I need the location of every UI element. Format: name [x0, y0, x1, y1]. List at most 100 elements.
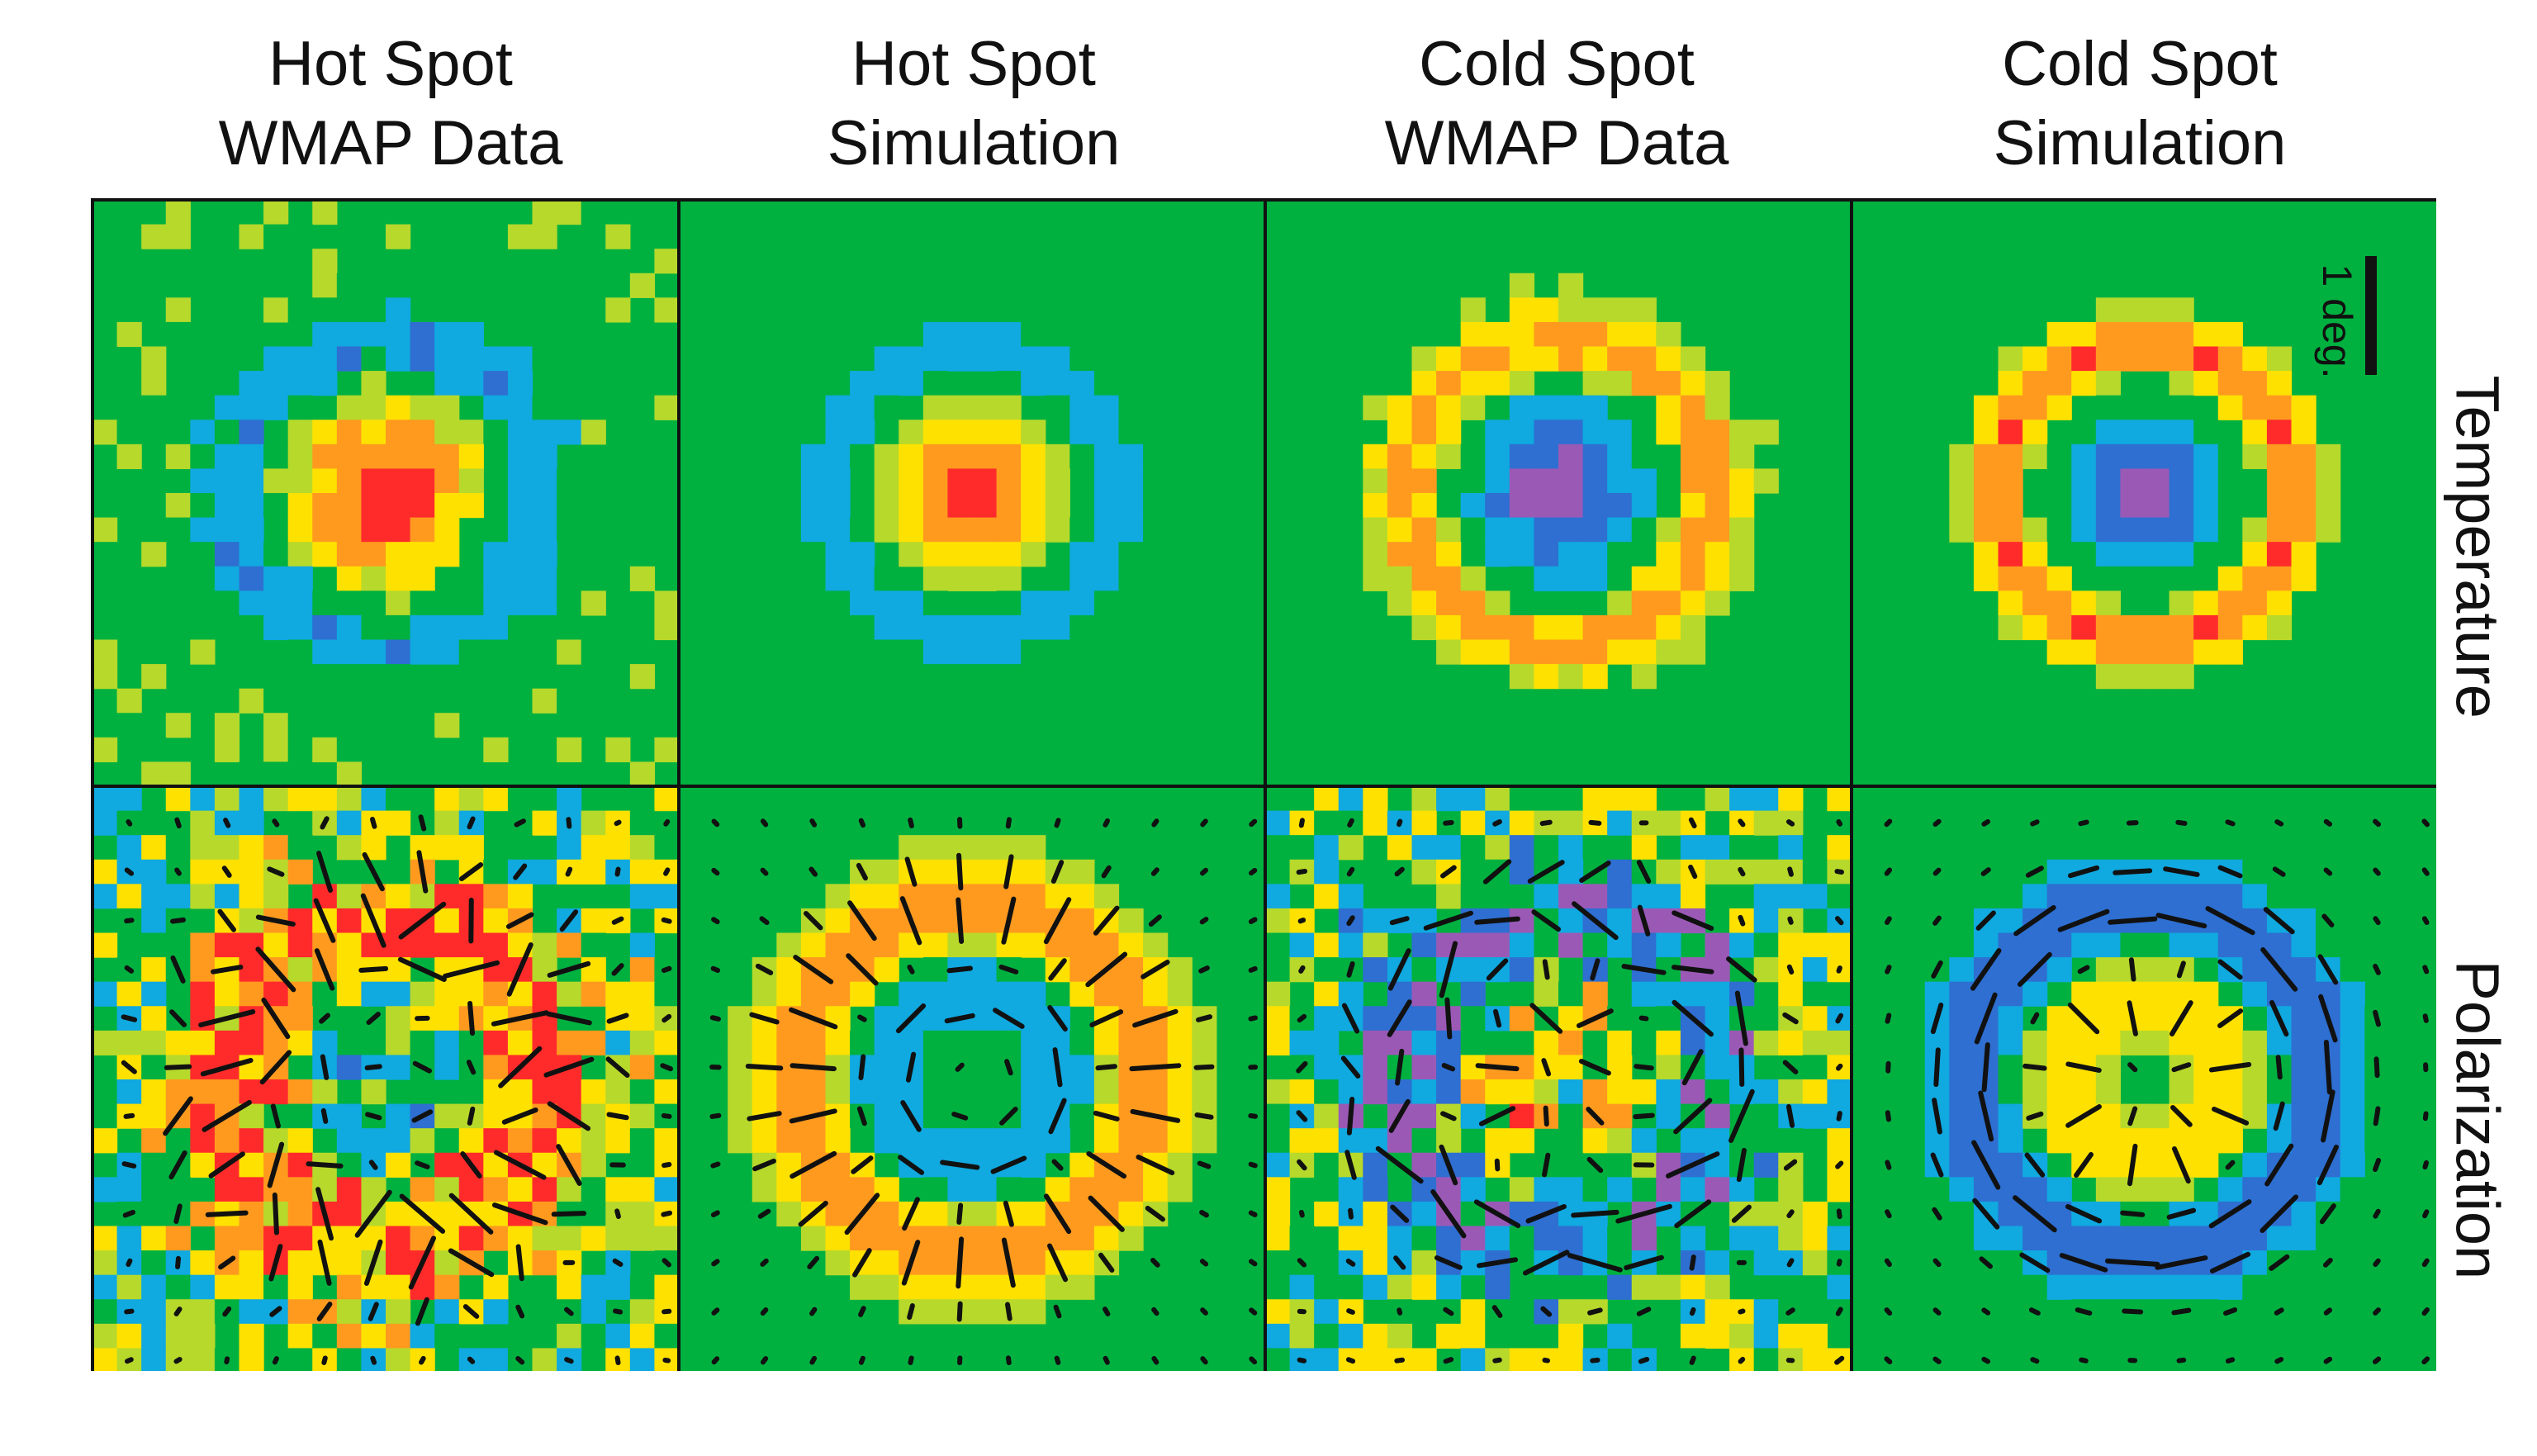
map-pixel [2193, 420, 2219, 445]
polarization-vector [807, 1255, 820, 1269]
map-pixel [410, 249, 435, 274]
map-pixel [2095, 957, 2122, 983]
map-pixel [728, 1006, 753, 1032]
map-pixel [165, 1177, 191, 1202]
polarization-vector [362, 851, 385, 892]
map-pixel [507, 566, 533, 591]
map-pixel [2145, 835, 2170, 861]
polarization-vector [2113, 868, 2153, 875]
map-pixel [1582, 395, 1608, 420]
map-pixel [922, 1152, 949, 1178]
map-pixel [458, 835, 484, 861]
map-pixel [1118, 443, 1144, 470]
map-pixel [996, 614, 1022, 641]
map-pixel [2095, 297, 2122, 323]
map-pixel [996, 297, 1022, 323]
map-pixel [336, 566, 363, 591]
map-pixel [165, 297, 191, 323]
polarization-vector [2318, 994, 2338, 1043]
map-pixel [1680, 542, 1706, 567]
map-pixel [1265, 1348, 1291, 1371]
map-pixel [336, 614, 363, 641]
map-pixel [2022, 346, 2048, 372]
map-pixel [1093, 1177, 1120, 1202]
map-pixel [557, 1079, 582, 1105]
map-pixel [2193, 639, 2219, 665]
map-pixel [263, 566, 289, 591]
map-pixel [92, 1323, 118, 1349]
map-pixel [800, 1226, 827, 1251]
map-pixel [825, 443, 851, 470]
map-pixel [434, 835, 460, 861]
map-pixel [2169, 468, 2194, 494]
map-pixel [654, 835, 680, 861]
map-pixel [1411, 932, 1437, 958]
map-pixel [2217, 493, 2243, 519]
map-pixel [825, 371, 851, 396]
polarization-vector [1726, 956, 1757, 983]
map-pixel [386, 224, 411, 249]
polarization-vector [1736, 1147, 1747, 1183]
map-pixel [336, 1250, 363, 1276]
map-pixel [190, 493, 216, 519]
map-pixel [1411, 371, 1437, 396]
polarization-vector [1389, 916, 1410, 926]
map-pixel [1998, 1128, 2023, 1154]
polarization-vector [126, 819, 133, 827]
map-pixel [1411, 786, 1437, 812]
map-pixel [386, 590, 411, 616]
map-pixel [263, 713, 289, 738]
map-pixel [287, 1103, 313, 1129]
map-pixel [776, 1103, 802, 1129]
map-pixel [434, 1103, 460, 1129]
polarization-vector [2212, 1107, 2250, 1126]
polarization-vector [2275, 1055, 2283, 1080]
polarization-vector [2217, 865, 2243, 879]
map-pixel [1582, 884, 1608, 909]
map-pixel [2046, 1250, 2072, 1276]
map-pixel [336, 1128, 363, 1154]
row-label-temperature: Temperature [2443, 375, 2512, 719]
map-pixel [214, 1274, 240, 1300]
map-pixel [1949, 517, 1975, 543]
map-pixel [1143, 1030, 1169, 1056]
map-pixel [1753, 932, 1779, 958]
map-pixel [263, 371, 289, 396]
polarization-vector [320, 1107, 329, 1124]
polarization-vector [1624, 1254, 1664, 1271]
map-pixel [800, 542, 827, 567]
map-pixel [581, 566, 606, 591]
map-pixel [336, 810, 363, 836]
polarization-vector [908, 817, 914, 828]
map-pixel [1558, 1103, 1584, 1129]
polarization-vector [1347, 818, 1354, 828]
map-pixel [434, 981, 460, 1007]
polarization-vector [1884, 1258, 1892, 1268]
map-pixel [629, 493, 656, 519]
map-pixel [1753, 1250, 1779, 1276]
map-pixel [1045, 443, 1070, 470]
map-pixel [239, 908, 264, 934]
map-pixel [1973, 468, 1999, 494]
map-pixel [287, 1274, 313, 1300]
map-pixel [1265, 859, 1291, 885]
polarization-vector [1200, 867, 1209, 876]
map-pixel [825, 542, 851, 567]
map-pixel [1460, 1030, 1486, 1056]
map-pixel [336, 493, 363, 519]
map-pixel [1069, 346, 1095, 372]
map-pixel [1143, 517, 1169, 543]
polarization-vector [547, 960, 591, 978]
map-pixel [1167, 1006, 1193, 1032]
map-pixel [1338, 1177, 1363, 1202]
map-pixel [507, 443, 533, 470]
map-pixel [410, 517, 435, 543]
polarization-vector [1542, 1152, 1551, 1178]
map-pixel [532, 200, 557, 225]
map-pixel [1118, 493, 1144, 519]
map-pixel [92, 1226, 118, 1251]
polarization-vector [170, 955, 186, 984]
map-pixel [1460, 1323, 1486, 1349]
map-pixel [1167, 1079, 1193, 1105]
map-pixel [825, 1128, 851, 1154]
